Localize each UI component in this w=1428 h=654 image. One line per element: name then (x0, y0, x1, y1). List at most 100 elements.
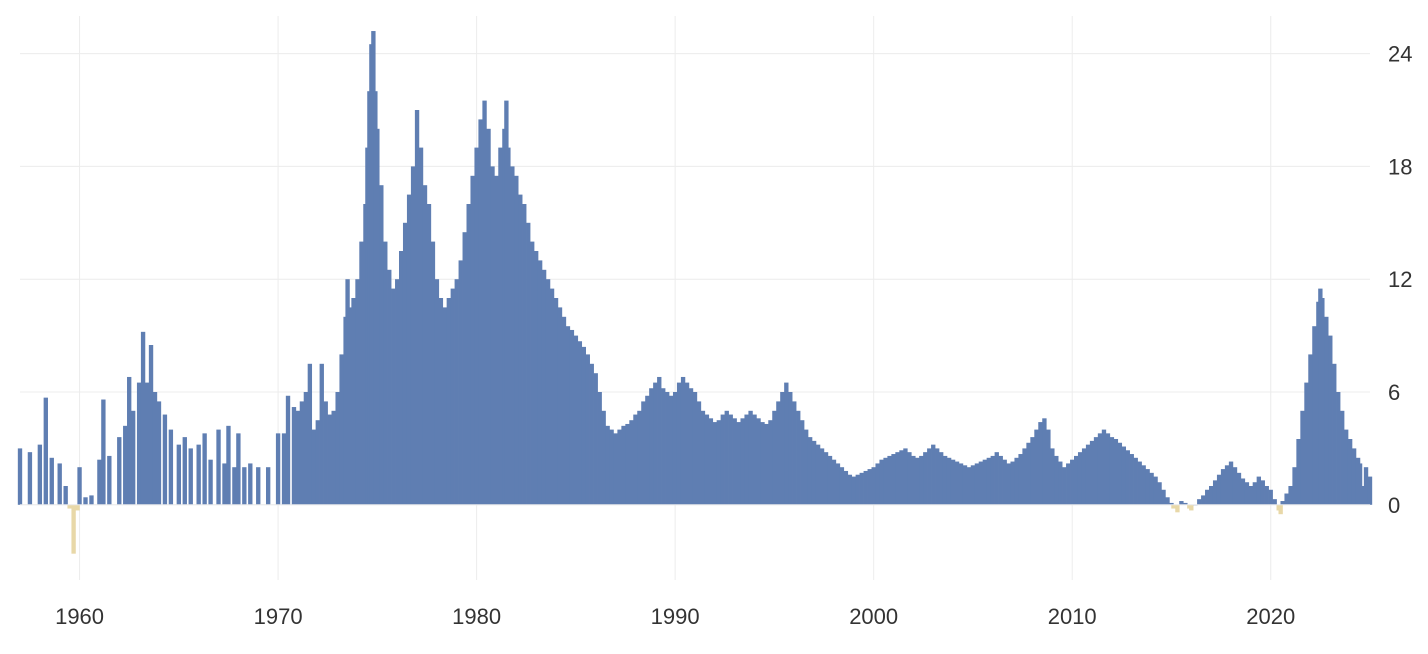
data-bar (447, 298, 451, 505)
data-bar (332, 411, 336, 505)
data-bar (169, 430, 173, 505)
data-bar (328, 415, 332, 505)
data-bar (875, 463, 879, 504)
data-bar (1352, 448, 1356, 504)
data-bar (1010, 462, 1014, 505)
data-bar (77, 467, 81, 505)
y-tick-label: 12 (1388, 267, 1412, 292)
data-bar (633, 415, 637, 505)
data-bar (1284, 494, 1288, 505)
data-bar (613, 433, 617, 504)
data-bar (443, 307, 447, 504)
data-bar (832, 460, 836, 505)
data-bar (685, 383, 689, 505)
data-bar (1014, 458, 1018, 505)
data-bar (1225, 465, 1229, 504)
data-bar (474, 148, 478, 505)
data-bar (419, 148, 423, 505)
y-tick-label: 0 (1388, 493, 1400, 518)
data-bar (1007, 463, 1011, 504)
data-bar (498, 148, 502, 505)
data-bar (1058, 462, 1062, 505)
data-bar (1149, 473, 1153, 505)
data-bar (1134, 458, 1138, 505)
data-bar (351, 298, 355, 505)
data-bar (312, 430, 316, 505)
data-bar (1273, 499, 1277, 505)
data-bar (50, 458, 54, 505)
data-bar (383, 242, 387, 505)
data-bar (840, 467, 844, 505)
data-bar (582, 347, 586, 505)
data-bar (1233, 467, 1237, 505)
data-bar (435, 279, 439, 505)
data-bar (1209, 486, 1213, 505)
data-bar (1332, 364, 1336, 505)
data-bar (721, 415, 725, 505)
data-bar (681, 377, 685, 505)
data-bar (570, 330, 574, 505)
data-bar (848, 475, 852, 505)
data-bar (1308, 354, 1312, 504)
data-bar (415, 110, 419, 505)
data-bar (792, 401, 796, 504)
data-bar (562, 317, 566, 505)
data-bar (538, 260, 542, 504)
data-bar (1142, 465, 1146, 504)
data-bar (1179, 501, 1183, 505)
data-bar (991, 456, 995, 505)
data-bar (1054, 456, 1058, 505)
data-bar (725, 411, 729, 505)
x-tick-label: 2020 (1246, 604, 1295, 629)
data-bar (141, 332, 145, 505)
x-tick-label: 2000 (849, 604, 898, 629)
data-bar (359, 242, 363, 505)
data-bar (760, 422, 764, 505)
data-bar (1026, 443, 1030, 505)
data-bar (709, 418, 713, 504)
time-series-chart: 061218241960197019801990200020102020 (0, 0, 1428, 654)
data-bar (1082, 448, 1086, 504)
data-bar (748, 411, 752, 505)
data-bar (979, 462, 983, 505)
data-bar (701, 411, 705, 505)
data-bar (1245, 482, 1249, 505)
data-bar (653, 383, 657, 505)
y-tick-label: 6 (1388, 380, 1400, 405)
data-bar (1304, 383, 1308, 505)
data-bar (574, 336, 578, 505)
data-bar (1201, 495, 1205, 504)
data-bar (983, 460, 987, 505)
data-bar (943, 456, 947, 505)
data-bar (222, 463, 226, 504)
data-bar (242, 467, 246, 505)
data-bar (673, 392, 677, 505)
data-bar (1102, 430, 1106, 505)
data-bar (578, 341, 582, 505)
data-bar (131, 411, 135, 505)
data-bar (522, 204, 526, 505)
data-bar (927, 448, 931, 504)
data-bar (1336, 392, 1340, 505)
data-bar (1292, 467, 1296, 505)
data-bar (506, 148, 510, 505)
data-bar (1175, 505, 1179, 513)
data-bar (534, 251, 538, 505)
data-bar (1114, 439, 1118, 505)
x-tick-label: 1970 (254, 604, 303, 629)
data-bar (594, 373, 598, 505)
data-bar (1098, 433, 1102, 504)
data-bar (911, 456, 915, 505)
data-bar (1078, 452, 1082, 505)
data-bar (1296, 439, 1300, 505)
data-bar (947, 458, 951, 505)
data-bar (649, 388, 653, 505)
data-bar (629, 420, 633, 505)
data-bar (296, 411, 300, 505)
data-bar (1062, 467, 1066, 505)
data-bar (177, 445, 181, 505)
data-bar (768, 420, 772, 505)
data-bar (586, 354, 590, 504)
data-bar (1066, 463, 1070, 504)
data-bar (963, 465, 967, 504)
